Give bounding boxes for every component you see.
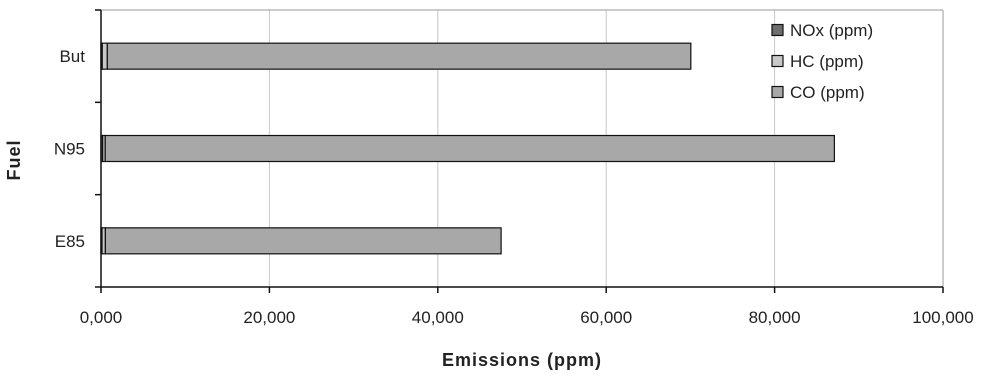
x-tick-label-3: 60,000 [580,308,632,327]
x-tick-label-5: 100,000 [912,308,973,327]
x-tick-label-0: 0,000 [80,308,123,327]
x-tick-label-1: 20,000 [243,308,295,327]
legend-swatch-0 [771,23,784,37]
x-tick-label-4: 80,000 [749,308,801,327]
axes [95,9,944,293]
legend-label-2: CO (ppm) [790,83,865,102]
bar-but-series-1 [101,42,108,70]
tick-labels: But N95 E85 0,000 20,000 40,000 60,000 80,000 10… [54,47,974,327]
bar-e85-series-2 [104,227,502,255]
legend-label-1: HC (ppm) [790,52,864,71]
x-tick-label-2: 40,000 [412,308,464,327]
y-tick-label-but: But [59,47,85,66]
y-axis-title: Fuel [4,139,24,180]
y-tick-label-e85: E85 [55,232,85,251]
legend-label-0: NOx (ppm) [790,21,873,40]
bar-but-series-2 [106,42,692,70]
x-axis-title: Emissions (ppm) [442,350,602,370]
y-tick-label-n95: N95 [54,140,85,159]
bars [100,42,835,255]
bar-n95-series-2 [104,134,835,163]
legend-swatch-2 [771,85,784,99]
legend-swatch-1 [771,54,784,68]
legend: NOx (ppm) HC (ppm) CO (ppm) [771,21,873,102]
